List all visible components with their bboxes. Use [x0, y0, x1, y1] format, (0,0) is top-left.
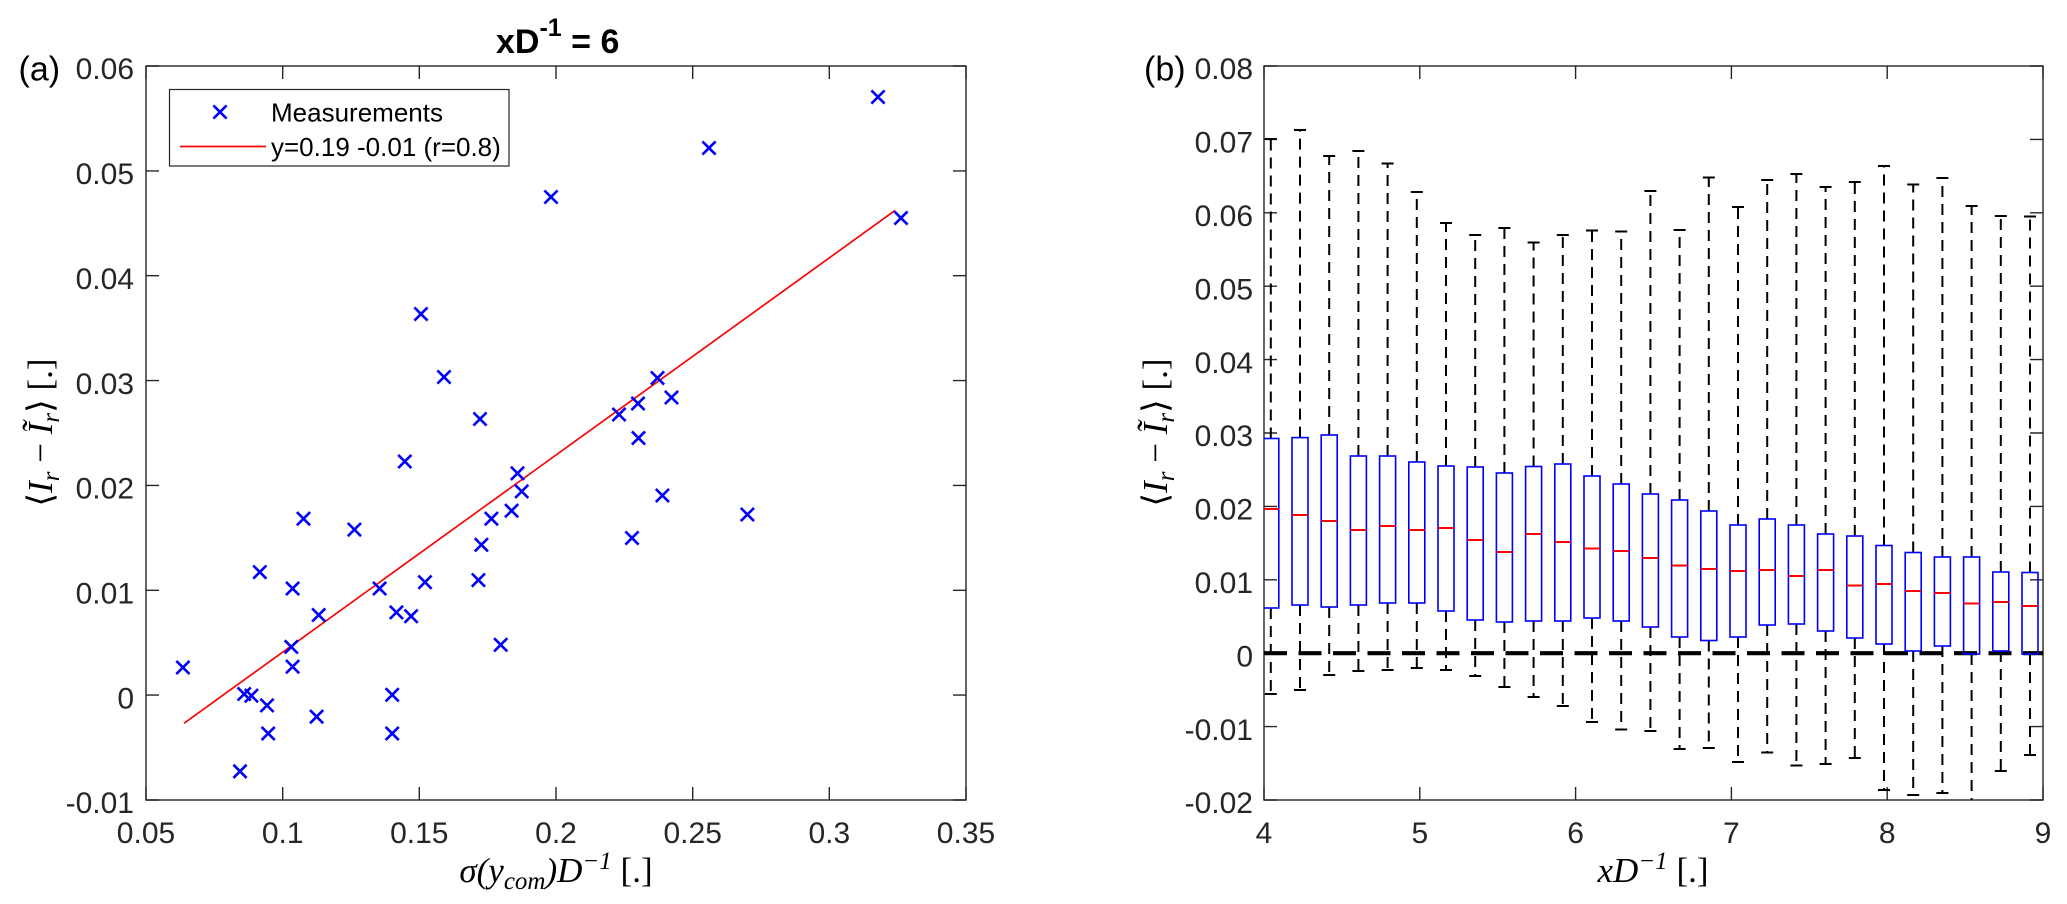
- svg-text:0.01: 0.01: [1195, 567, 1253, 600]
- svg-text:0.04: 0.04: [76, 263, 134, 296]
- svg-text:0.03: 0.03: [1195, 420, 1253, 453]
- svg-text:σ(ycom)D−1 [.]: σ(ycom)D−1 [.]: [459, 848, 652, 895]
- svg-text:-0.02: -0.02: [1185, 787, 1253, 820]
- svg-text:0: 0: [1236, 640, 1253, 673]
- svg-text:-0.01: -0.01: [66, 787, 134, 820]
- svg-text:0.02: 0.02: [1195, 494, 1253, 527]
- svg-text:0.05: 0.05: [1195, 273, 1253, 306]
- svg-text:5: 5: [1411, 817, 1428, 850]
- svg-text:4: 4: [1256, 817, 1273, 850]
- svg-text:-0.01: -0.01: [1185, 714, 1253, 747]
- svg-text:0.06: 0.06: [76, 53, 134, 86]
- svg-text:0.01: 0.01: [76, 578, 134, 611]
- svg-text:0.04: 0.04: [1195, 347, 1253, 380]
- svg-text:0.25: 0.25: [664, 817, 722, 850]
- svg-text:0.3: 0.3: [808, 817, 850, 850]
- svg-text:0.1: 0.1: [262, 817, 304, 850]
- svg-text:0.06: 0.06: [1195, 200, 1253, 233]
- svg-text:6: 6: [1567, 817, 1584, 850]
- svg-text:(a): (a): [19, 51, 61, 89]
- svg-text:(b): (b): [1144, 51, 1186, 89]
- svg-text:8: 8: [1879, 817, 1896, 850]
- svg-text:9: 9: [2035, 817, 2052, 850]
- svg-text:0.2: 0.2: [535, 817, 577, 850]
- svg-text:0.15: 0.15: [390, 817, 448, 850]
- svg-text:0.03: 0.03: [76, 368, 134, 401]
- svg-text:⟨Ir − Ĩr⟩ [.]: ⟨Ir − Ĩr⟩ [.]: [1136, 358, 1180, 506]
- svg-text:y=0.19 -0.01 (r=0.8): y=0.19 -0.01 (r=0.8): [271, 132, 501, 162]
- svg-text:0.02: 0.02: [76, 473, 134, 506]
- svg-text:0: 0: [117, 682, 134, 715]
- svg-text:0.05: 0.05: [117, 817, 175, 850]
- svg-text:0.07: 0.07: [1195, 127, 1253, 160]
- svg-text:⟨Ir − Ĩr⟩ [.]: ⟨Ir − Ĩr⟩ [.]: [21, 358, 65, 506]
- svg-text:7: 7: [1723, 817, 1740, 850]
- svg-text:Measurements: Measurements: [271, 97, 443, 127]
- svg-text:0.05: 0.05: [76, 158, 134, 191]
- svg-text:0.35: 0.35: [937, 817, 995, 850]
- svg-text:0.08: 0.08: [1195, 53, 1253, 86]
